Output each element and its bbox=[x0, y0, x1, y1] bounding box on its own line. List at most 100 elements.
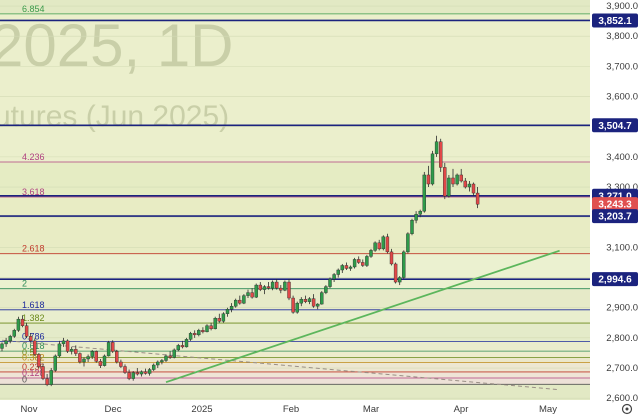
candle-body bbox=[135, 372, 140, 375]
fib-label-0.128: 0.128 bbox=[22, 368, 45, 378]
candle-body bbox=[352, 259, 357, 268]
price-badge-label: 2,994.6 bbox=[598, 275, 632, 286]
candle-body bbox=[410, 220, 414, 234]
candle-body bbox=[320, 292, 324, 305]
price-badge-label: 3,271.0 bbox=[598, 191, 632, 202]
fib-label-2.618: 2.618 bbox=[22, 244, 45, 254]
candle-body bbox=[86, 356, 90, 360]
candle-body bbox=[37, 354, 41, 367]
price-badge bbox=[592, 209, 638, 224]
candle-body bbox=[254, 284, 258, 298]
candle-body bbox=[197, 330, 201, 336]
x-tick-label: Apr bbox=[454, 404, 469, 415]
candle-body bbox=[238, 299, 242, 304]
fib-band bbox=[0, 371, 590, 378]
candle-body bbox=[233, 299, 238, 307]
gear-ring bbox=[621, 403, 633, 415]
candle-body bbox=[188, 333, 193, 340]
overlay-lines: 6.8544.2363.6182.61821.6181.3820.7860.61… bbox=[0, 4, 590, 391]
watermark-line1: 2025, 1D bbox=[0, 12, 234, 79]
y-tick-label: 2,600.0 bbox=[606, 393, 638, 404]
candle-body bbox=[164, 355, 168, 361]
candle-body bbox=[229, 305, 234, 310]
candle-body bbox=[180, 345, 185, 348]
candle-body bbox=[209, 325, 213, 330]
candle-body bbox=[139, 371, 144, 375]
candle-body bbox=[250, 292, 254, 298]
candle-body bbox=[24, 325, 29, 337]
candle-body bbox=[57, 343, 62, 357]
fib-label-4.236: 4.236 bbox=[22, 152, 45, 162]
y-tick-label: 3,800.0 bbox=[606, 31, 638, 42]
candle-body bbox=[336, 269, 340, 275]
candle-body bbox=[242, 295, 246, 304]
x-tick-label: Dec bbox=[105, 404, 122, 415]
y-tick-label: 2,700.0 bbox=[606, 363, 638, 374]
candle-body bbox=[45, 378, 49, 385]
candle-body bbox=[160, 360, 164, 363]
candle-body bbox=[192, 333, 197, 336]
price-badge-label: 3,852.1 bbox=[598, 16, 632, 27]
candle-body bbox=[451, 177, 455, 185]
candle-body bbox=[4, 340, 8, 345]
y-tick-label: 3,700.0 bbox=[606, 61, 638, 72]
candle-body bbox=[41, 366, 45, 379]
candle-body bbox=[381, 236, 385, 250]
candle-body bbox=[316, 303, 320, 307]
candle-body bbox=[53, 355, 57, 371]
candle-body bbox=[119, 361, 123, 367]
candle-body bbox=[184, 339, 189, 348]
candle-body bbox=[434, 141, 439, 155]
candle-body bbox=[357, 259, 361, 263]
candle-body bbox=[8, 336, 12, 342]
candle-body bbox=[475, 192, 480, 205]
candle-body bbox=[61, 340, 66, 345]
candle-body bbox=[279, 287, 283, 291]
fib-label-2: 2 bbox=[22, 279, 27, 289]
candle-body bbox=[106, 342, 111, 357]
candle-body bbox=[332, 274, 336, 280]
candle-body bbox=[361, 262, 365, 266]
fib-label-0.236: 0.236 bbox=[22, 362, 45, 372]
candle-body bbox=[348, 266, 353, 269]
settings-gear-icon[interactable] bbox=[621, 403, 633, 415]
candle-body bbox=[127, 372, 131, 379]
candle-body bbox=[225, 309, 230, 314]
x-tick-label: May bbox=[539, 404, 557, 415]
candle-body bbox=[291, 297, 295, 313]
uptrend-line bbox=[165, 249, 560, 384]
candle-body bbox=[82, 358, 86, 363]
price-badge-label: 3,504.7 bbox=[598, 121, 632, 132]
price-badge-label: 3,203.7 bbox=[598, 212, 632, 223]
candle-body bbox=[266, 286, 271, 289]
candle-body bbox=[328, 278, 332, 287]
candle-body bbox=[275, 281, 279, 289]
y-tick-label: 2,900.0 bbox=[606, 303, 638, 314]
candle-body bbox=[0, 343, 4, 349]
candle-body bbox=[340, 265, 344, 271]
candle-body bbox=[270, 281, 275, 289]
candle-body bbox=[471, 183, 476, 194]
fib-label-0: 0 bbox=[22, 374, 27, 384]
x-tick-label: Mar bbox=[363, 404, 379, 415]
candle-body bbox=[16, 318, 21, 331]
candle-body bbox=[90, 351, 94, 357]
candle-body bbox=[74, 349, 78, 354]
candle-body bbox=[12, 330, 17, 337]
candle-body bbox=[94, 351, 99, 362]
candle-body bbox=[123, 366, 127, 373]
dashed-trendline bbox=[1, 339, 560, 391]
candle-body bbox=[311, 298, 316, 307]
fib-band bbox=[0, 351, 590, 358]
candle-body bbox=[283, 281, 287, 291]
watermark: 2025, 1D utures (Jun 2025) bbox=[0, 12, 234, 133]
fib-label-0.382: 0.382 bbox=[22, 353, 45, 363]
fib-band bbox=[0, 196, 590, 254]
candle-body bbox=[295, 302, 299, 313]
fib-band bbox=[0, 377, 590, 385]
candle-body bbox=[307, 298, 312, 302]
fib-label-3.618: 3.618 bbox=[22, 187, 45, 197]
candle-body bbox=[414, 213, 418, 221]
